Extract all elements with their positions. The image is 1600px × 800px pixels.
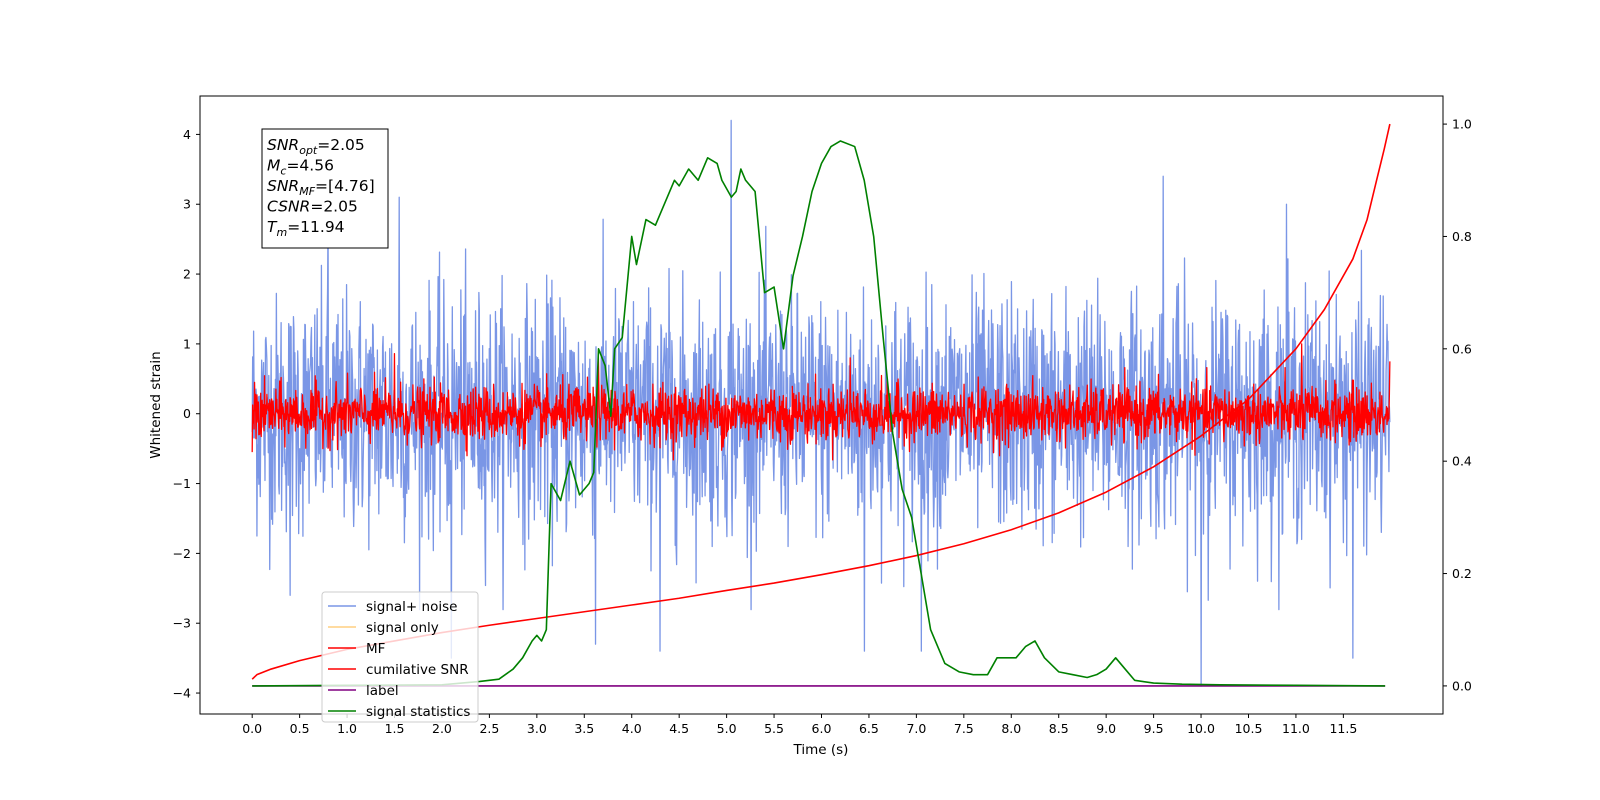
legend-entries: signal+ noise signal only MF cumilative SNR… bbox=[328, 599, 470, 720]
legend-label: cumilative SNR bbox=[366, 662, 469, 678]
series-line-signal-statistics bbox=[252, 140, 1386, 687]
y2-tick-label: 0.0 bbox=[1452, 678, 1472, 693]
y2-tick-label: 0.6 bbox=[1452, 341, 1472, 356]
x-tick-label: 6.0 bbox=[812, 721, 832, 736]
x-tick-label: 9.0 bbox=[1096, 721, 1116, 736]
x-tick-label: 7.0 bbox=[906, 721, 926, 736]
info-line: Mc=4.56 bbox=[267, 157, 334, 178]
series-line-signal-noise bbox=[251, 119, 1391, 687]
y-tick-label: 1 bbox=[183, 336, 191, 351]
x-tick-label: 10.5 bbox=[1235, 721, 1263, 736]
x-axis-label: Time (s) bbox=[793, 742, 849, 758]
y-tick-label: 4 bbox=[183, 127, 191, 142]
x-tick-label: 4.0 bbox=[622, 721, 642, 736]
x-tick-label: 8.0 bbox=[1001, 721, 1021, 736]
legend-label: signal statistics bbox=[366, 704, 470, 720]
y2-tick-label: 0.2 bbox=[1452, 566, 1472, 581]
y-axis-label: Whitened strain bbox=[148, 351, 164, 458]
legend-label: signal+ noise bbox=[366, 599, 457, 615]
x-tick-label: 1.0 bbox=[337, 721, 357, 736]
y-tick-label: −1 bbox=[173, 476, 191, 491]
x-tick-label: 11.5 bbox=[1329, 721, 1357, 736]
x-axis-ticks: 0.0 0.5 1.0 1.5 2.0 2.5 3.0 3.5 4.0 4.5 5.0 5.5 6.0 6… bbox=[242, 714, 1357, 736]
x-tick-label: 7.5 bbox=[954, 721, 974, 736]
y-tick-label: −3 bbox=[173, 616, 191, 631]
x-tick-label: 0.5 bbox=[290, 721, 310, 736]
y-tick-label: 3 bbox=[183, 197, 191, 212]
y-axis-ticks: 4 3 2 1 0 −1 −2 −3 −4 bbox=[173, 127, 200, 701]
x-tick-label: 6.5 bbox=[859, 721, 879, 736]
info-line: Tm=11.94 bbox=[267, 218, 345, 239]
x-tick-label: 4.5 bbox=[669, 721, 689, 736]
series-line-mf bbox=[251, 343, 1391, 461]
y-tick-label: 2 bbox=[183, 267, 191, 282]
x-tick-label: 9.5 bbox=[1144, 721, 1164, 736]
x-tick-label: 5.5 bbox=[764, 721, 784, 736]
y2-tick-label: 0.4 bbox=[1452, 454, 1472, 469]
y2-tick-label: 0.8 bbox=[1452, 229, 1472, 244]
legend-label: signal only bbox=[366, 620, 439, 636]
y-tick-label: −2 bbox=[173, 546, 191, 561]
info-line: SNRopt=2.05 bbox=[267, 136, 365, 157]
x-tick-label: 8.5 bbox=[1049, 721, 1069, 736]
x-tick-label: 1.5 bbox=[385, 721, 405, 736]
y2-axis-ticks: 1.0 0.8 0.6 0.4 0.2 0.0 bbox=[1443, 117, 1472, 693]
legend-label: label bbox=[366, 683, 399, 699]
x-tick-label: 10.0 bbox=[1187, 721, 1215, 736]
y2-tick-label: 1.0 bbox=[1452, 117, 1472, 132]
legend-frame bbox=[321, 591, 479, 723]
x-tick-label: 2.5 bbox=[479, 721, 499, 736]
legend: signal+ noise signal only MF cumilative SNR… bbox=[321, 591, 479, 723]
x-tick-label: 5.0 bbox=[717, 721, 737, 736]
x-tick-label: 11.0 bbox=[1282, 721, 1310, 736]
legend-label: MF bbox=[366, 641, 385, 657]
info-line: SNRMF=[4.76] bbox=[267, 177, 375, 198]
y-tick-label: −4 bbox=[173, 686, 191, 701]
x-tick-label: 2.0 bbox=[432, 721, 452, 736]
x-tick-label: 3.5 bbox=[574, 721, 594, 736]
info-line: CSNR=2.05 bbox=[267, 198, 358, 216]
x-tick-label: 0.0 bbox=[242, 721, 262, 736]
info-box-frame bbox=[261, 128, 389, 249]
x-tick-label: 3.0 bbox=[527, 721, 547, 736]
y-tick-label: 0 bbox=[183, 406, 191, 421]
